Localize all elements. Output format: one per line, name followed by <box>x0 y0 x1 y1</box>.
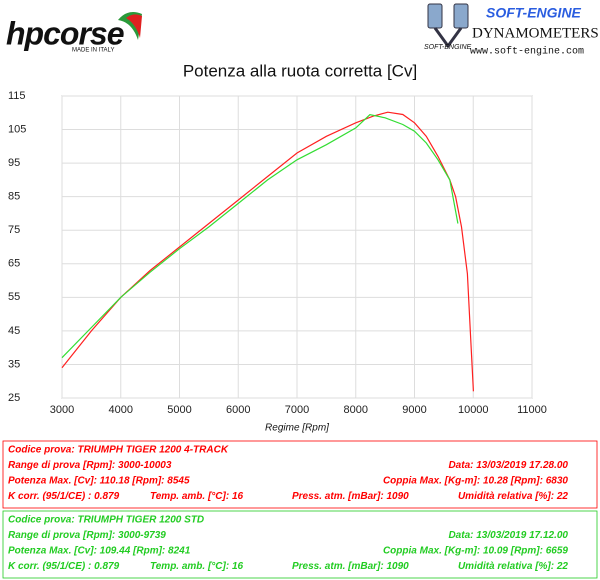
logo-swoosh <box>126 14 142 38</box>
test-info: Coppia Max. [Kg-m]: 10.28 [Rpm]: 6830 <box>383 476 568 487</box>
y-tick-label: 65 <box>8 258 20 270</box>
test-info: Umidità relativa [%]: 22 <box>458 491 568 502</box>
test-info: Range di prova [Rpm]: 3000-10003 <box>8 460 172 471</box>
x-tick-label: 6000 <box>226 404 250 416</box>
test-box <box>2 440 598 509</box>
vendor-product: DYNAMOMETERS <box>472 25 599 41</box>
y-tick-label: 25 <box>8 392 20 404</box>
x-tick-label: 4000 <box>109 404 133 416</box>
test-info: Data: 13/03/2019 17.12.00 <box>448 530 568 541</box>
y-tick-label: 105 <box>8 123 26 135</box>
vendor-logo <box>427 3 469 49</box>
y-tick-label: 55 <box>8 291 20 303</box>
test-info: Press. atm. [mBar]: 1090 <box>292 561 409 572</box>
test-info: Coppia Max. [Kg-m]: 10.09 [Rpm]: 6659 <box>383 546 568 557</box>
test-info: Potenza Max. [Cv]: 109.44 [Rpm]: 8241 <box>8 546 191 557</box>
x-tick-label: 10000 <box>458 404 489 416</box>
test-info: Umidità relativa [%]: 22 <box>458 561 568 572</box>
test-info: Codice prova: TRIUMPH TIGER 1200 4-TRACK <box>8 445 229 456</box>
vendor: SOFT-ENGINE <box>486 5 582 21</box>
brand: hpcorse <box>6 15 124 51</box>
test-info: Temp. amb. [°C]: 16 <box>150 491 244 502</box>
y-tick-label: 75 <box>8 224 20 236</box>
y-tick-label: 35 <box>8 358 20 370</box>
test-info: Temp. amb. [°C]: 16 <box>150 561 244 572</box>
test-info: K corr. (95/1/CE) : 0.879 <box>8 491 120 502</box>
chart-title: Potenza alla ruota corretta [Cv] <box>183 61 417 80</box>
test-info: Data: 13/03/2019 17.28.00 <box>448 460 568 471</box>
y-tick-label: 85 <box>8 191 20 203</box>
x-tick-label: 3000 <box>50 404 74 416</box>
test-info: Press. atm. [mBar]: 1090 <box>292 491 409 502</box>
brand-tagline: MADE IN ITALY <box>72 48 114 54</box>
power-curve <box>61 114 459 359</box>
x-tick-label: 8000 <box>344 404 368 416</box>
test-info: Range di prova [Rpm]: 3000-9739 <box>8 530 166 541</box>
x-tick-label: 9000 <box>402 404 426 416</box>
y-tick-label: 115 <box>8 90 26 102</box>
power-curve <box>61 111 474 392</box>
vendor-url: www.soft-engine.com <box>470 46 584 58</box>
x-axis-label: Regime [Rpm] <box>265 423 329 434</box>
test-box <box>2 510 598 579</box>
x-tick-label: 7000 <box>285 404 309 416</box>
x-tick-label: 11000 <box>517 404 547 416</box>
vendor-small: SOFT-ENGINE <box>424 44 472 51</box>
test-info: K corr. (95/1/CE) : 0.879 <box>8 561 120 572</box>
test-info: Codice prova: TRIUMPH TIGER 1200 STD <box>8 515 204 526</box>
test-info: Potenza Max. [Cv]: 110.18 [Rpm]: 8545 <box>8 476 190 487</box>
y-tick-label: 45 <box>8 325 20 337</box>
x-tick-label: 5000 <box>167 404 191 416</box>
y-tick-label: 95 <box>8 157 20 169</box>
